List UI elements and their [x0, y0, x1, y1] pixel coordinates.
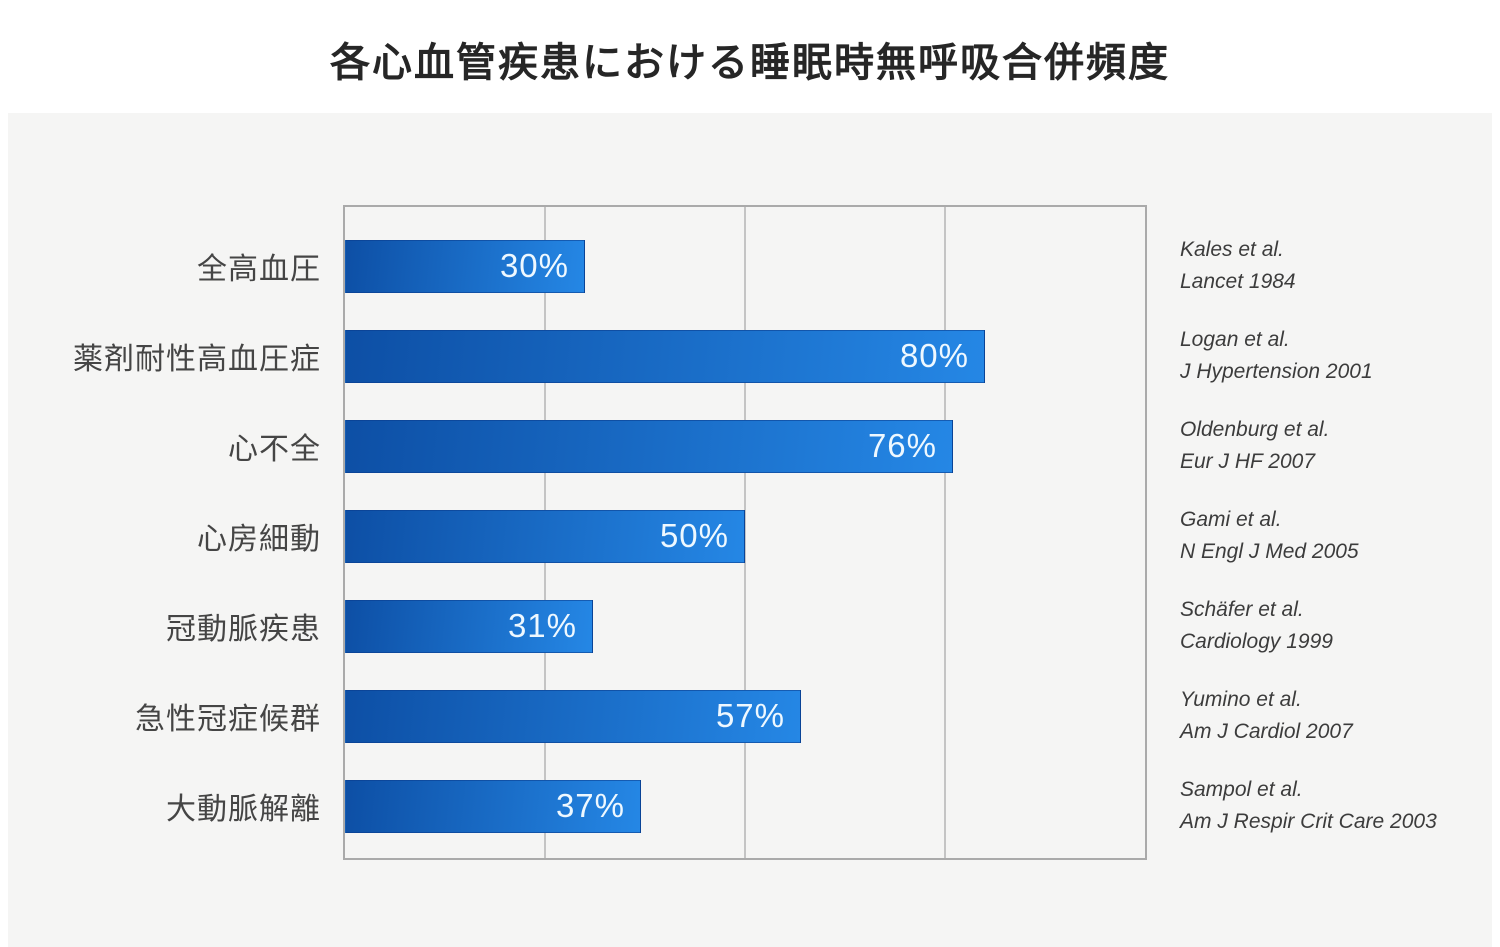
bar-row: 80% — [345, 311, 1145, 401]
bar-rows: 30% 80% 76% 50% 31% 57% 37% — [345, 207, 1145, 858]
citation: Oldenburg et al. Eur J HF 2007 — [1180, 401, 1500, 491]
citation-line1: Kales et al. — [1180, 238, 1284, 261]
label-row: 全高血圧 — [0, 221, 321, 311]
citation: Kales et al. Lancet 1984 — [1180, 221, 1500, 311]
bar-row: 30% — [345, 221, 1145, 311]
bar-row: 31% — [345, 581, 1145, 671]
label-row: 薬剤耐性高血圧症 — [0, 311, 321, 401]
category-label: 全高血圧 — [197, 253, 321, 286]
bar-value-label: 37% — [555, 787, 625, 824]
citation-line1: Gami et al. — [1180, 508, 1282, 531]
bar-value-label: 31% — [507, 607, 577, 644]
citation-line1: Schäfer et al. — [1180, 598, 1304, 621]
bar: 80% — [345, 329, 985, 383]
bar-row: 57% — [345, 671, 1145, 761]
category-labels-column: 全高血圧薬剤耐性高血圧症心不全心房細動冠動脈疾患急性冠症候群大動脈解離 — [0, 207, 321, 872]
bar: 30% — [345, 239, 585, 293]
bar-value-label: 50% — [659, 517, 729, 554]
citation-line2: N Engl J Med 2005 — [1180, 540, 1359, 563]
category-label: 薬剤耐性高血圧症 — [73, 343, 321, 376]
category-label: 心房細動 — [197, 523, 321, 556]
citation: Schäfer et al. Cardiology 1999 — [1180, 581, 1500, 671]
bar: 57% — [345, 689, 801, 743]
bar: 37% — [345, 779, 641, 833]
bar-row: 76% — [345, 401, 1145, 491]
citation: Logan et al. J Hypertension 2001 — [1180, 311, 1500, 401]
citation: Gami et al. N Engl J Med 2005 — [1180, 491, 1500, 581]
label-row: 急性冠症候群 — [0, 671, 321, 761]
citation-line2: Lancet 1984 — [1180, 270, 1296, 293]
citation-line2: Am J Respir Crit Care 2003 — [1180, 810, 1437, 833]
bar: 31% — [345, 599, 593, 653]
category-label: 大動脈解離 — [166, 793, 321, 826]
chart-title: 各心血管疾患における睡眠時無呼吸合併頻度 — [330, 41, 1170, 85]
citation: Yumino et al. Am J Cardiol 2007 — [1180, 671, 1500, 761]
citation-line1: Oldenburg et al. — [1180, 418, 1330, 441]
bar-value-label: 76% — [867, 427, 937, 464]
plot-area: 30% 80% 76% 50% 31% 57% 37% — [343, 205, 1147, 860]
chart-panel — [8, 113, 1492, 947]
label-row: 冠動脈疾患 — [0, 581, 321, 671]
citation-line1: Yumino et al. — [1180, 688, 1302, 711]
label-row: 大動脈解離 — [0, 761, 321, 851]
bar: 76% — [345, 419, 953, 473]
citation-line2: J Hypertension 2001 — [1180, 360, 1373, 383]
bar-value-label: 80% — [899, 337, 969, 374]
citation-line2: Cardiology 1999 — [1180, 630, 1333, 653]
bar-value-label: 30% — [499, 247, 569, 284]
gridline-75pct — [944, 207, 946, 858]
citation: Sampol et al. Am J Respir Crit Care 2003 — [1180, 761, 1500, 851]
category-label: 冠動脈疾患 — [166, 613, 321, 646]
bar-value-label: 57% — [715, 697, 785, 734]
citation-line1: Logan et al. — [1180, 328, 1290, 351]
category-label: 心不全 — [228, 433, 321, 466]
label-row: 心房細動 — [0, 491, 321, 581]
citations-column: Kales et al. Lancet 1984 Logan et al. J Hyp… — [1180, 207, 1500, 872]
bar-row: 37% — [345, 761, 1145, 851]
label-row: 心不全 — [0, 401, 321, 491]
category-label: 急性冠症候群 — [135, 703, 321, 736]
citation-line2: Eur J HF 2007 — [1180, 450, 1316, 473]
bar: 50% — [345, 509, 745, 563]
citation-line1: Sampol et al. — [1180, 778, 1303, 801]
citation-line2: Am J Cardiol 2007 — [1180, 720, 1353, 743]
bar-row: 50% — [345, 491, 1145, 581]
gridline-50pct — [744, 207, 746, 858]
